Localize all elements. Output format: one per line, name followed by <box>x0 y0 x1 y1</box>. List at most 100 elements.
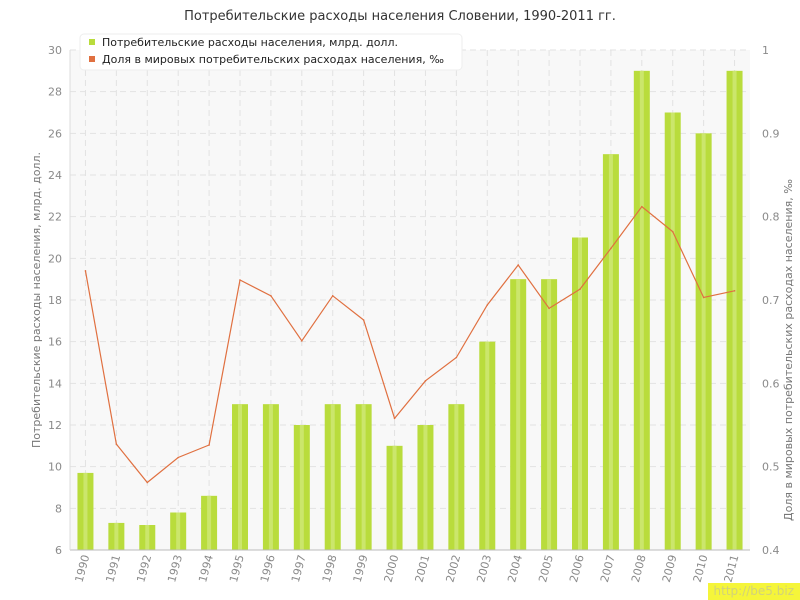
y-tick-label: 22 <box>48 211 62 224</box>
line-path <box>84 205 735 484</box>
legend-box <box>79 33 463 71</box>
bar-highlight <box>268 404 273 550</box>
bar-highlight <box>83 472 88 550</box>
line-point <box>702 296 705 299</box>
bar-series <box>77 70 743 551</box>
y-tick-label: 10 <box>48 461 62 474</box>
x-tick-label: 2000 <box>382 553 402 583</box>
legend: Потребительские расходы населения, млрд.… <box>79 33 463 71</box>
legend-swatch <box>89 39 95 45</box>
x-tick-label: 1999 <box>351 553 371 583</box>
x-tick-label: 2005 <box>536 553 556 583</box>
y-tick-label: 20 <box>48 252 62 265</box>
x-tick-label: 2007 <box>598 553 618 583</box>
x-tick-label: 1995 <box>227 553 247 583</box>
bar-highlight <box>454 404 459 550</box>
y-tick-label: 14 <box>48 377 62 390</box>
x-tick-label: 2006 <box>567 553 587 583</box>
x-tick-label: 2002 <box>443 553 463 583</box>
bar-highlight <box>176 512 181 550</box>
line-point <box>270 295 272 297</box>
bar-highlight <box>299 425 304 550</box>
x-tick-label: 2003 <box>474 553 494 583</box>
x-tick-label: 1994 <box>196 553 216 583</box>
y-tick-label: 30 <box>48 44 62 57</box>
legend-swatch <box>89 56 95 62</box>
y2-tick-label: 0.9 <box>762 127 780 140</box>
line-point <box>579 288 581 290</box>
y-axis-title: Потребительские расходы населения, млрд.… <box>30 152 43 448</box>
line-point <box>301 340 303 342</box>
bar-highlight <box>114 522 119 550</box>
bar-highlight <box>547 279 552 550</box>
y2-tick-label: 0.5 <box>762 461 780 474</box>
line-point <box>84 270 87 272</box>
line-point <box>393 417 396 420</box>
line-point <box>239 279 241 281</box>
y-tick-label: 16 <box>48 336 62 349</box>
line-point <box>733 290 736 292</box>
bar-highlight <box>207 495 212 550</box>
legend-label: Доля в мировых потребительских расходах … <box>102 53 444 66</box>
x-tick-label: 1998 <box>320 553 340 583</box>
y-tick-label: 8 <box>55 502 62 515</box>
bar-highlight <box>423 425 428 550</box>
y2-tick-label: 0.7 <box>762 294 780 307</box>
line-point <box>424 380 427 382</box>
y-tick-label: 24 <box>48 169 62 182</box>
line-point <box>486 304 489 306</box>
y2-tick-label: 0.6 <box>762 377 780 390</box>
watermark[interactable]: http://be5.biz <box>707 583 800 600</box>
chart-title: Потребительские расходы населения Словен… <box>184 9 616 24</box>
bar-highlight <box>732 70 737 550</box>
line-point <box>610 247 612 250</box>
bar-highlight <box>361 404 366 550</box>
legend-label: Потребительские расходы населения, млрд.… <box>102 36 398 49</box>
y2-axis-title: Доля в мировых потребительских расходах … <box>782 179 795 521</box>
x-tick-label: 1997 <box>289 553 309 583</box>
x-tick-label: 2009 <box>660 553 680 583</box>
bar-highlight <box>485 341 490 550</box>
bar-highlight <box>701 133 706 551</box>
line-point <box>517 264 519 266</box>
line-point <box>671 230 674 233</box>
y-tick-label: 28 <box>48 86 62 99</box>
x-tick-label: 1996 <box>258 553 278 583</box>
bar-highlight <box>516 279 521 550</box>
bar-highlight <box>578 237 582 550</box>
y2-tick-label: 0.4 <box>762 544 780 557</box>
line-point <box>146 481 149 484</box>
bar-highlight <box>238 404 242 550</box>
y2-tick-label: 0.8 <box>762 211 780 224</box>
line-point <box>362 319 365 321</box>
y2-tick-label: 1 <box>762 44 769 57</box>
x-tick-label: 1990 <box>73 553 93 583</box>
line-series <box>84 205 736 484</box>
line-point <box>455 356 458 359</box>
x-tick-label: 1993 <box>165 553 185 583</box>
line-point <box>208 444 210 446</box>
line-point <box>115 443 118 445</box>
y-tick-label: 26 <box>48 127 62 140</box>
x-tick-label: 2001 <box>413 553 433 583</box>
line-point <box>641 205 643 208</box>
line-point <box>177 456 179 459</box>
x-tick-label: 2008 <box>629 553 649 583</box>
bar-highlight <box>639 70 644 550</box>
bar-highlight <box>330 404 335 550</box>
line-point <box>331 295 334 297</box>
y-tick-label: 12 <box>48 419 62 432</box>
line-point <box>548 307 550 310</box>
x-tick-label: 2011 <box>722 553 742 583</box>
y-tick-label: 6 <box>55 544 62 557</box>
bar-highlight <box>145 525 150 550</box>
y-tick-label: 18 <box>48 294 62 307</box>
bar-highlight <box>392 445 397 550</box>
x-tick-label: 2010 <box>691 553 711 583</box>
x-tick-label: 1991 <box>103 553 123 583</box>
x-tick-label: 2004 <box>505 553 525 583</box>
bar-highlight <box>608 154 613 550</box>
bar-highlight <box>670 112 675 550</box>
x-tick-label: 1992 <box>134 553 154 583</box>
